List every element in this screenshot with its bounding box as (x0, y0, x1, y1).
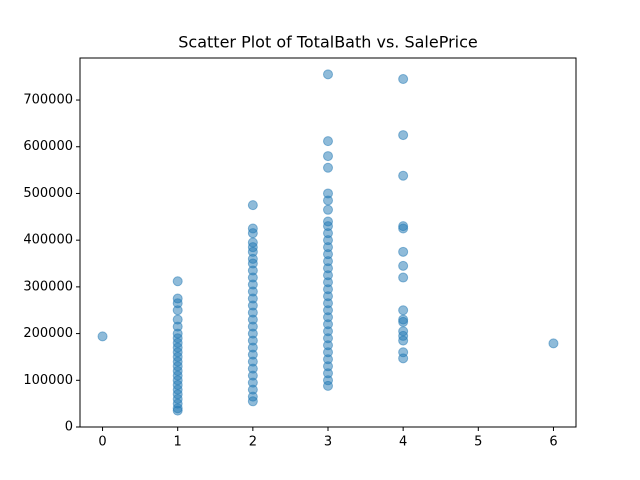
y-tick-label: 200000 (23, 326, 73, 341)
x-tick-label: 2 (249, 435, 257, 450)
point (398, 246, 409, 257)
point (172, 276, 183, 287)
chart-title: Scatter Plot of TotalBath vs. SalePrice (178, 33, 477, 52)
y-tick-label: 0 (65, 420, 73, 435)
point (398, 130, 409, 141)
x-tick-label: 0 (98, 435, 106, 450)
point (247, 237, 258, 248)
point (398, 305, 409, 316)
point (548, 338, 559, 349)
point (398, 314, 409, 325)
y-tick-label: 500000 (23, 186, 73, 201)
x-tick-label: 5 (474, 435, 482, 450)
y-tick-label: 600000 (23, 139, 73, 154)
y-tick-label: 100000 (23, 373, 73, 388)
point (323, 136, 333, 147)
point (97, 331, 108, 342)
point (323, 204, 333, 215)
point (247, 223, 258, 234)
point (247, 200, 258, 211)
point (398, 326, 409, 337)
point (323, 216, 333, 227)
point (398, 347, 409, 358)
point (172, 314, 183, 325)
point (323, 151, 333, 162)
y-tick-label: 300000 (23, 279, 73, 294)
x-tick-label: 1 (174, 435, 182, 450)
point (172, 293, 183, 304)
y-tick-label: 700000 (23, 93, 73, 108)
point (323, 69, 333, 80)
plot-frame (79, 57, 577, 428)
point (323, 188, 333, 199)
x-tick-label: 6 (549, 435, 557, 450)
point (323, 162, 333, 173)
x-tick-label: 4 (399, 435, 407, 450)
point (398, 260, 409, 271)
point (398, 221, 409, 232)
point (398, 272, 409, 283)
x-tick-label: 3 (324, 435, 332, 450)
point (398, 74, 409, 85)
point (398, 170, 409, 181)
y-tick-label: 400000 (23, 233, 73, 248)
